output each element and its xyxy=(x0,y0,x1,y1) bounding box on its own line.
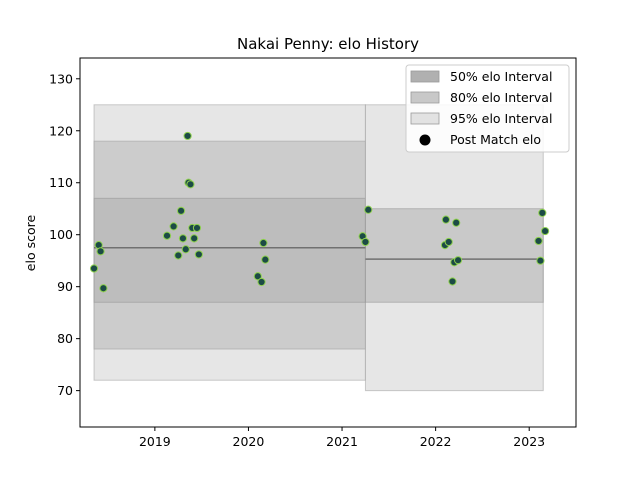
y-tick-label: 110 xyxy=(49,175,73,190)
y-tick-label: 70 xyxy=(57,383,73,398)
data-point xyxy=(259,238,268,248)
data-point xyxy=(364,205,373,214)
y-tick-label: 90 xyxy=(57,279,73,294)
x-tick-label: 2019 xyxy=(139,434,171,449)
data-point xyxy=(89,264,99,273)
band-50-interval-0 xyxy=(93,197,366,303)
data-point xyxy=(162,231,172,240)
x-tick-label: 2022 xyxy=(420,434,452,449)
legend-swatch-marker xyxy=(419,134,431,146)
x-tick-label: 2021 xyxy=(326,434,358,449)
data-point xyxy=(186,180,195,189)
y-axis-label: elo score xyxy=(23,215,38,272)
legend-label: 80% elo Interval xyxy=(450,90,552,105)
plot-area xyxy=(89,104,550,392)
legend-label: Post Match elo xyxy=(450,132,541,147)
plot-clipped xyxy=(89,104,550,392)
data-point xyxy=(538,208,547,217)
legend-swatch-band xyxy=(410,91,440,104)
data-point xyxy=(441,215,451,224)
data-point xyxy=(99,284,108,293)
data-point xyxy=(169,222,178,231)
y-tick-label: 100 xyxy=(49,227,73,242)
data-point xyxy=(253,272,262,281)
axes-frame xyxy=(79,57,577,428)
data-point xyxy=(178,234,188,243)
data-point xyxy=(541,226,550,236)
legend-swatch-band xyxy=(410,112,440,125)
data-point xyxy=(176,206,186,215)
legend-label: 95% elo Interval xyxy=(450,111,552,126)
data-point xyxy=(453,256,463,265)
data-point xyxy=(448,277,457,286)
legend-swatch-band xyxy=(410,70,440,83)
data-point xyxy=(361,237,370,247)
data-point xyxy=(536,256,545,265)
data-point xyxy=(181,245,190,254)
data-point xyxy=(192,223,202,233)
data-point xyxy=(190,234,199,243)
legend-label: 50% elo Interval xyxy=(450,69,552,84)
data-point xyxy=(96,247,105,256)
data-point xyxy=(194,250,203,259)
chart-title: Nakai Penny: elo History xyxy=(237,35,419,53)
legend-box xyxy=(405,64,570,153)
data-point xyxy=(444,237,453,247)
legend: 50% elo Interval 80% elo Interval 95% elo … xyxy=(405,64,570,153)
y-tick-label: 80 xyxy=(57,331,73,346)
data-point xyxy=(452,218,461,227)
data-point xyxy=(534,236,543,246)
data-point xyxy=(257,277,266,287)
data-point xyxy=(183,131,192,141)
y-tick-label: 120 xyxy=(49,123,73,138)
axes: 2019 2020 2021 2022 2023 70 80 90 100 110 120 130 xyxy=(49,57,577,449)
x-tick-label: 2020 xyxy=(233,434,265,449)
y-tick-label: 130 xyxy=(49,71,73,86)
data-point xyxy=(261,255,270,264)
x-tick-label: 2023 xyxy=(513,434,545,449)
data-point xyxy=(174,251,183,260)
